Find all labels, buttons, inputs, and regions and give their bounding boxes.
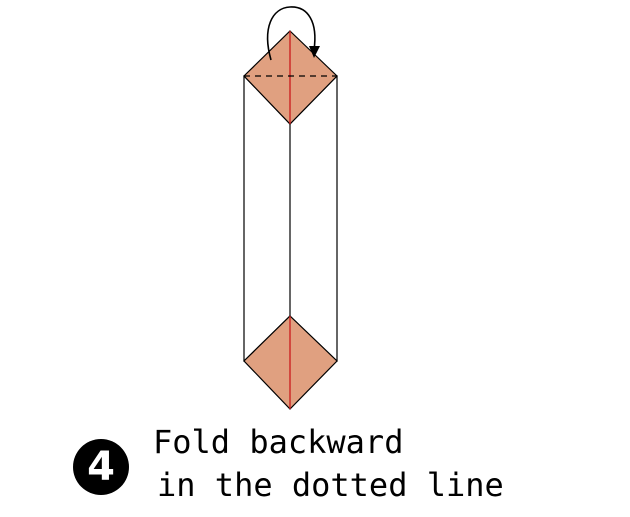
instruction-text-line-1: Fold backward: [153, 423, 404, 461]
instruction-text-line-2: in the dotted line: [157, 466, 504, 504]
step-number-badge: 4: [73, 439, 129, 495]
curved-arrow-icon: [266, 6, 320, 61]
